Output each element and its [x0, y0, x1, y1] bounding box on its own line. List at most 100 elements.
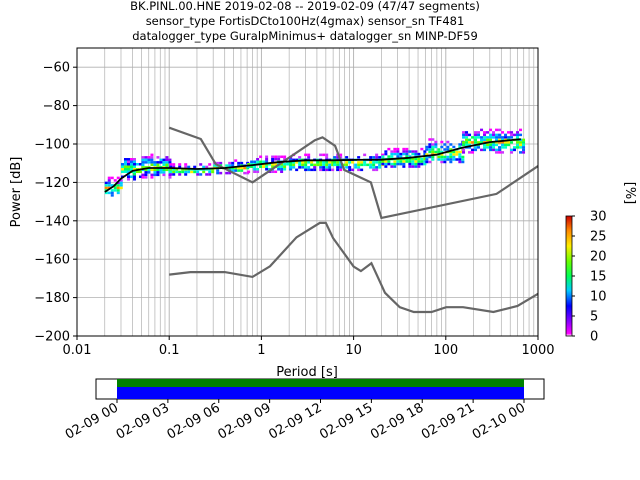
- plot-background: [77, 48, 538, 336]
- histogram-cell: [399, 155, 403, 158]
- histogram-cell: [455, 158, 459, 161]
- histogram-cell: [184, 165, 188, 169]
- histogram-cell: [156, 156, 160, 159]
- histogram-cell: [393, 150, 397, 153]
- histogram-cell: [483, 146, 487, 149]
- histogram-cell: [414, 150, 418, 153]
- timeline-tick-label: 02-09 15: [317, 400, 375, 442]
- histogram-cell: [144, 173, 148, 177]
- histogram-cell: [211, 170, 215, 174]
- histogram-cell: [243, 171, 247, 175]
- histogram-cell: [271, 163, 275, 166]
- histogram-cell: [384, 162, 388, 166]
- histogram-cell: [480, 141, 484, 144]
- histogram-cell: [461, 155, 465, 159]
- histogram-cell: [110, 176, 114, 180]
- histogram-cell: [129, 175, 133, 179]
- histogram-cell: [455, 150, 459, 154]
- histogram-cell: [420, 160, 424, 163]
- histogram-cell: [431, 150, 435, 154]
- histogram-cell: [486, 146, 490, 149]
- noise-model-nhnm: [168, 126, 539, 220]
- histogram-cell: [153, 168, 157, 172]
- histogram-cell: [205, 173, 209, 176]
- histogram-cell: [190, 170, 194, 174]
- histogram-cell: [428, 138, 432, 141]
- histogram-cell: [313, 166, 317, 169]
- histogram-cell: [501, 143, 505, 147]
- histogram-cell: [489, 146, 493, 149]
- histogram-cell: [471, 141, 475, 144]
- histogram-cell: [181, 170, 185, 174]
- histogram-cell: [465, 138, 469, 142]
- histogram-cell: [141, 176, 145, 179]
- histogram-cell: [280, 163, 284, 166]
- histogram-cell: [304, 153, 308, 157]
- histogram-cell: [522, 146, 526, 149]
- histogram-cell: [339, 163, 343, 167]
- histogram-cell: [363, 163, 367, 167]
- histogram-cell: [253, 170, 257, 174]
- histogram-cell: [468, 146, 472, 149]
- histogram-cell: [156, 173, 160, 177]
- histogram-cell: [262, 160, 266, 164]
- histogram-cell: [443, 155, 447, 159]
- histogram-cell: [328, 163, 332, 167]
- histogram-cell: [234, 166, 238, 170]
- histogram-cell: [452, 155, 456, 159]
- histogram-cell: [307, 166, 311, 169]
- histogram-cell: [489, 133, 493, 137]
- histogram-cell: [477, 146, 481, 149]
- histogram-cell: [510, 151, 514, 154]
- histogram-cell: [446, 158, 450, 161]
- histogram-cell: [132, 158, 136, 161]
- histogram-cell: [357, 166, 361, 169]
- histogram-cell: [304, 168, 308, 172]
- histogram-cell: [465, 131, 469, 134]
- histogram-cell: [135, 170, 139, 174]
- histogram-cell: [150, 161, 154, 164]
- mean-line: [104, 138, 521, 193]
- histogram-cell: [414, 157, 418, 161]
- histogram-cell: [265, 158, 269, 161]
- histogram-cell: [498, 148, 502, 152]
- histogram-cell: [393, 160, 397, 163]
- histogram-cell: [240, 166, 244, 170]
- histogram-cell: [325, 163, 329, 167]
- histogram-cell: [319, 161, 323, 164]
- histogram-cell: [375, 153, 379, 157]
- histogram-cell: [477, 131, 481, 134]
- histogram-cell: [339, 166, 343, 169]
- histogram-cell: [162, 161, 166, 164]
- histogram-cell: [172, 163, 176, 166]
- histogram-cell: [265, 165, 269, 169]
- histogram-cell: [420, 162, 424, 166]
- histogram-cell: [129, 163, 133, 166]
- histogram-cell: [228, 164, 232, 167]
- histogram-cell: [119, 179, 123, 182]
- histogram-cell: [425, 148, 429, 151]
- histogram-cell: [113, 179, 117, 182]
- mean-curve: [104, 138, 521, 193]
- histogram-cell: [492, 146, 496, 149]
- histogram-cell: [498, 138, 502, 142]
- histogram-cell: [495, 128, 499, 132]
- histogram-cell: [292, 161, 296, 164]
- timeline-tick-label: 02-09 06: [165, 400, 223, 442]
- histogram-cell: [495, 136, 499, 139]
- histogram-cell: [462, 151, 466, 154]
- histogram-cell: [228, 171, 232, 175]
- histogram-cell: [153, 163, 157, 167]
- timeline-tick-label: 02-09 00: [63, 400, 121, 442]
- histogram-cell: [357, 163, 361, 167]
- histogram-cell: [277, 165, 281, 169]
- histogram-cell: [411, 157, 415, 161]
- histogram-cell: [348, 161, 352, 164]
- histogram-cell: [510, 136, 514, 139]
- histogram-cell: [408, 165, 412, 168]
- histogram-cell: [150, 176, 154, 179]
- histogram-cell: [295, 168, 299, 172]
- histogram-cell: [345, 163, 349, 167]
- histogram-cell: [381, 155, 385, 158]
